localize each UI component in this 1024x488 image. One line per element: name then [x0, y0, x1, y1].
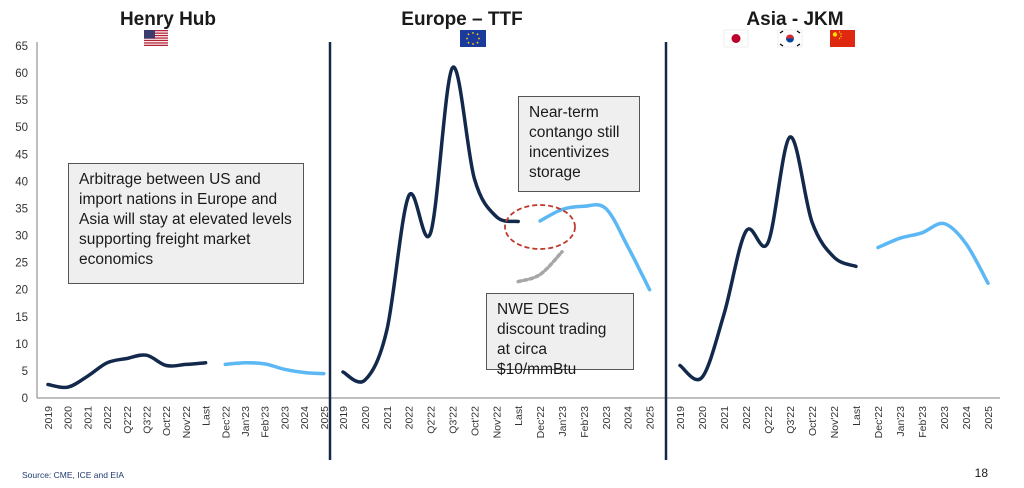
x-tick-label: Jan'23 — [895, 406, 907, 437]
y-tick-label: 65 — [15, 41, 28, 53]
x-tick-label: 2023 — [601, 406, 613, 430]
page-number: 18 — [974, 466, 988, 480]
arbitrage-note: Arbitrage between US and import nations … — [68, 163, 304, 284]
x-tick-label: Feb'23 — [917, 406, 929, 438]
x-tick-label: 2024 — [299, 406, 311, 430]
x-tick-label: 2019 — [338, 406, 350, 430]
contango-highlight-ellipse — [504, 204, 576, 250]
x-tick-label: 2021 — [719, 406, 731, 430]
y-tick-label: 50 — [15, 122, 28, 134]
x-tick-label: 2023 — [939, 406, 951, 430]
china-flag-icon — [830, 30, 855, 47]
x-tick-label: Feb'23 — [579, 406, 591, 438]
series-line-forward — [538, 203, 652, 292]
x-tick-label: Q3'22 — [448, 406, 460, 434]
y-tick-label: 25 — [15, 258, 28, 270]
y-tick-label: 15 — [15, 312, 28, 324]
y-tick-label: 45 — [15, 149, 28, 161]
x-tick-label: Nov'22 — [491, 406, 503, 439]
x-tick-label: Q2'22 — [426, 406, 438, 434]
x-tick-label: Oct'22 — [161, 406, 173, 436]
series-line-forward — [223, 361, 326, 376]
us-flag-icon — [144, 30, 168, 46]
series-line-historical — [341, 65, 520, 384]
x-tick-label: 2022 — [741, 406, 753, 430]
x-tick-label: 2019 — [43, 406, 55, 430]
x-tick-label: 2025 — [983, 406, 995, 430]
x-tick-label: Oct'22 — [469, 406, 481, 436]
source-footnote: Source: CME, ICE and EIA — [22, 470, 125, 480]
series-line-historical — [678, 135, 858, 382]
asia-jkm-title: Asia - JKM — [746, 9, 843, 30]
x-tick-label: 2025 — [319, 406, 331, 430]
y-axis: 0 5 10 15 20 25 30 35 40 45 50 55 60 65 — [15, 41, 1000, 405]
y-tick-label: 5 — [22, 366, 28, 378]
x-tick-label: 2021 — [82, 406, 94, 430]
x-tick-label: Dec'22 — [873, 406, 885, 439]
x-tick-label: Last — [513, 406, 525, 426]
x-tick-label: 2020 — [360, 406, 372, 430]
series-line-nwe-des-indicative — [516, 250, 564, 284]
x-tick-label: 2019 — [675, 406, 687, 430]
x-tick-label: Dec'22 — [220, 406, 232, 439]
x-tick-label: 2020 — [697, 406, 709, 430]
x-tick-label: Last — [201, 406, 213, 426]
europe-ttf-title: Europe – TTF — [401, 9, 522, 30]
x-tick-label: Q2'22 — [763, 406, 775, 434]
series-line-forward — [876, 221, 990, 285]
x-tick-label: Feb'23 — [260, 406, 272, 438]
y-tick-label: 40 — [15, 176, 28, 188]
x-tick-labels: 2019 2020 2021 2022 Q2'22 Q3'22 Oct'22 Nov'22 La… — [43, 406, 995, 439]
x-tick-label: Q2'22 — [122, 406, 134, 434]
series-line-historical — [46, 353, 208, 390]
x-tick-label: 2024 — [623, 406, 635, 430]
x-tick-label: Last — [851, 406, 863, 426]
x-tick-label: Q3'22 — [785, 406, 797, 434]
x-tick-label: 2025 — [645, 406, 657, 430]
x-tick-label: Q3'22 — [142, 406, 154, 434]
x-tick-label: Oct'22 — [807, 406, 819, 436]
series-layer — [46, 65, 990, 390]
x-tick-label: 2021 — [382, 406, 394, 430]
nwe-des-note: NWE DES discount trading at circa $10/mm… — [486, 293, 634, 378]
henry-hub-title: Henry Hub — [120, 9, 216, 30]
y-tick-label: 20 — [15, 285, 28, 297]
x-tick-label: Nov'22 — [181, 406, 193, 439]
x-tick-label: 2022 — [404, 406, 416, 430]
japan-flag-icon — [723, 29, 749, 48]
y-tick-label: 35 — [15, 203, 28, 215]
y-tick-label: 10 — [15, 339, 28, 351]
x-tick-label: 2020 — [63, 406, 75, 430]
y-tick-label: 55 — [15, 95, 28, 107]
y-tick-label: 30 — [15, 231, 28, 243]
x-tick-label: 2023 — [279, 406, 291, 430]
x-tick-label: Dec'22 — [535, 406, 547, 439]
x-tick-label: Jan'23 — [557, 406, 569, 437]
x-tick-label: 2022 — [102, 406, 114, 430]
y-tick-label: 0 — [22, 393, 28, 405]
x-tick-label: Nov'22 — [829, 406, 841, 439]
y-tick-label: 60 — [15, 68, 28, 80]
south-korea-flag-icon — [777, 29, 803, 48]
x-tick-label: Jan'23 — [240, 406, 252, 437]
eu-flag-icon — [460, 30, 486, 47]
x-tick-label: 2024 — [961, 406, 973, 430]
contango-note: Near-term contango still incentivizes st… — [518, 96, 640, 192]
